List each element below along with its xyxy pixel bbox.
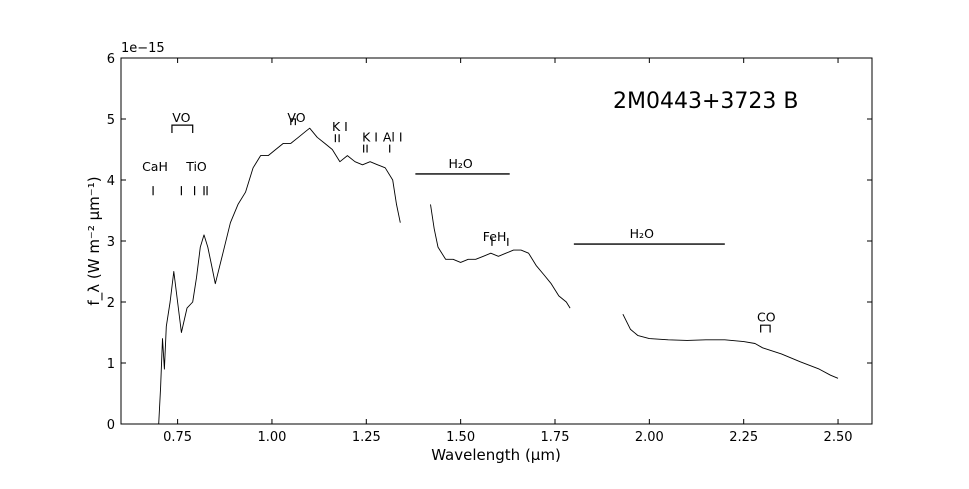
feature-label: H₂O [630, 226, 654, 241]
feature-label: CO [757, 310, 776, 325]
feature-annotation: CO [757, 310, 776, 333]
y-tick-label: 2 [107, 296, 115, 311]
x-tick-label: 1.75 [541, 430, 570, 445]
x-axis-label: Wavelength (μm) [431, 446, 561, 464]
x-tick-label: 2.25 [729, 430, 758, 445]
y-tick-label: 5 [107, 113, 115, 128]
feature-annotation: TiO [180, 159, 208, 196]
x-tick-label: 1.25 [352, 430, 381, 445]
feature-annotation: H₂O [415, 156, 510, 175]
x-tick-label: 0.75 [163, 430, 192, 445]
y-tick-label: 3 [107, 235, 115, 250]
feature-label: FeH [483, 229, 507, 244]
y-axis-label: f_λ (W m⁻² μm⁻¹) [85, 176, 104, 305]
feature-annotation: Al I [383, 130, 403, 153]
y-tick-label: 4 [107, 174, 115, 189]
feature-label: Al I [383, 130, 403, 145]
feature-bracket [760, 324, 771, 333]
feature-label: VO [287, 110, 305, 125]
feature-label: VO [172, 110, 190, 125]
feature-annotation: K I [332, 119, 348, 143]
feature-annotation: VO [287, 110, 306, 126]
spectrum-segment-2 [430, 204, 571, 309]
feature-layer: CaH VO TiO VO K I K I Al I H₂O FeH H₂O CO [142, 110, 776, 333]
feature-annotation: FeH [483, 229, 509, 246]
feature-annotation: VO [171, 110, 194, 134]
spectrum-segment-1 [158, 127, 401, 425]
feature-label: H₂O [449, 156, 473, 171]
feature-label: K I [332, 119, 348, 134]
plot-background [121, 58, 872, 424]
chart-title: 2M0443+3723 B [613, 89, 798, 114]
x-tick-label: 2.50 [824, 430, 853, 445]
feature-label: K I [362, 130, 378, 145]
spectrum-layer [158, 127, 839, 425]
tick-layer: 0.75 1.00 1.25 1.50 1.75 2.00 2.25 2.50 0 1 2 3 4 5 6 [107, 52, 872, 445]
x-tick-label: 2.00 [635, 430, 664, 445]
y-offset-text: 1e−15 [121, 41, 165, 56]
feature-label: TiO [185, 159, 207, 174]
feature-annotation: CaH [142, 159, 168, 196]
feature-annotation: K I [362, 130, 378, 153]
y-tick-label: 6 [107, 52, 115, 67]
y-tick-label: 1 [107, 357, 115, 372]
feature-label: CaH [142, 159, 168, 174]
feature-bracket [290, 118, 296, 126]
y-tick-label: 0 [107, 418, 115, 433]
spectrum-segment-3 [622, 313, 839, 379]
feature-bracket [171, 124, 194, 134]
feature-annotation: H₂O [573, 226, 725, 245]
x-tick-label: 1.00 [257, 430, 286, 445]
x-tick-label: 1.50 [446, 430, 475, 445]
